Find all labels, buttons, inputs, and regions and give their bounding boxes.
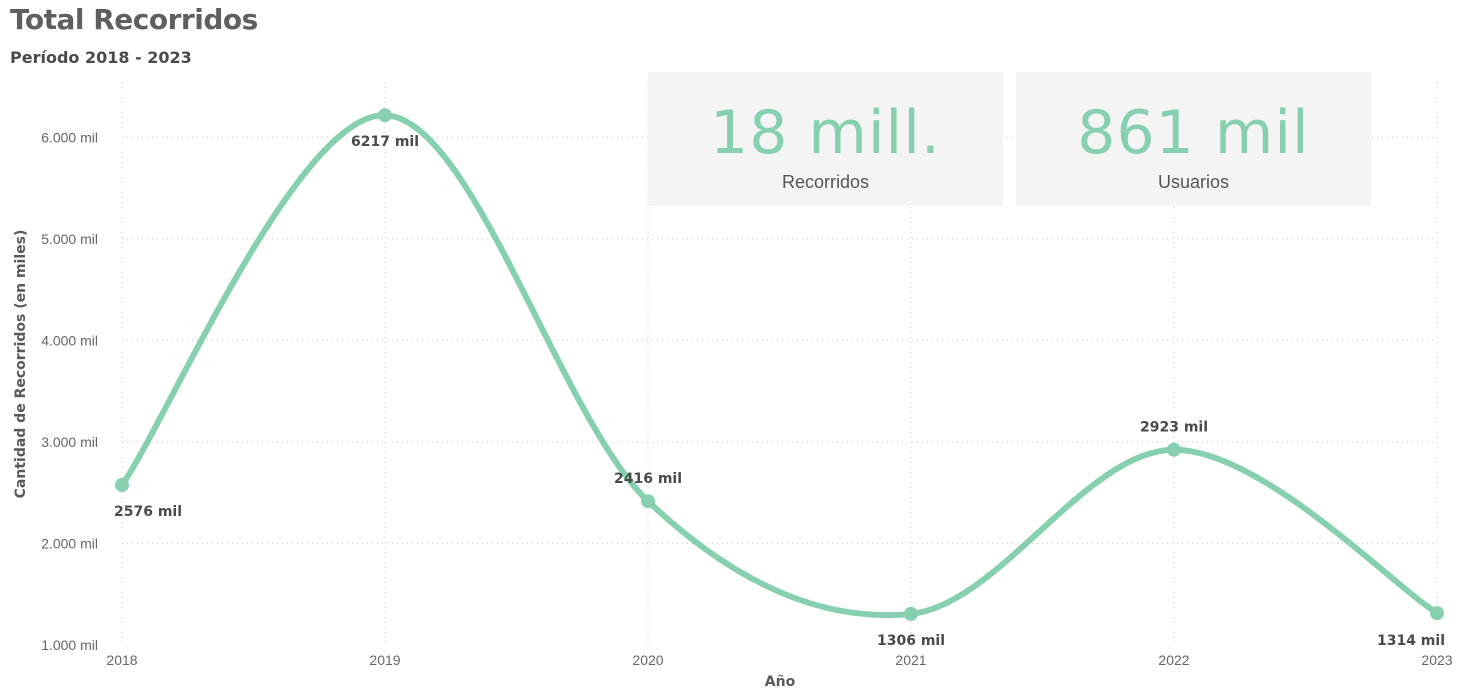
kpi-value-usuarios: 861 mil bbox=[1077, 98, 1310, 168]
y-axis-ticks: 1.000 mil 2.000 mil 3.000 mil 4.000 mil 5.00… bbox=[41, 129, 98, 653]
y-tick-label: 1.000 mil bbox=[41, 637, 98, 653]
x-axis-ticks: 2018 2019 2020 2021 2022 2023 bbox=[106, 652, 1452, 668]
y-axis-title: Cantidad de Recorridos (en miles) bbox=[13, 230, 29, 499]
series-line bbox=[119, 112, 1440, 619]
x-tick-label: 2018 bbox=[106, 652, 137, 668]
kpi-value-recorridos: 18 mill. bbox=[710, 98, 941, 168]
data-label: 2576 mil bbox=[114, 504, 182, 520]
data-point[interactable] bbox=[378, 108, 392, 123]
data-label: 6217 mil bbox=[351, 134, 419, 150]
x-tick-label: 2023 bbox=[1421, 652, 1452, 668]
data-point[interactable] bbox=[904, 606, 918, 621]
data-points bbox=[115, 108, 1444, 621]
data-point[interactable] bbox=[115, 477, 129, 492]
data-point[interactable] bbox=[641, 494, 655, 509]
data-label: 1314 mil bbox=[1377, 633, 1445, 649]
kpi-card-recorridos: 18 mill. Recorridos bbox=[648, 72, 1003, 206]
report-subtitle: Período 2018 - 2023 bbox=[10, 48, 192, 67]
kpi-label-usuarios: Usuarios bbox=[1157, 172, 1230, 192]
report-title: Total Recorridos bbox=[10, 3, 258, 36]
kpi-card-usuarios: 861 mil Usuarios bbox=[1016, 72, 1371, 206]
x-axis-title: Año bbox=[765, 674, 796, 690]
data-point[interactable] bbox=[1430, 606, 1444, 621]
data-labels: 2576 mil 6217 mil 2416 mil 1306 mil 2923 mil… bbox=[114, 134, 1445, 649]
data-label: 1306 mil bbox=[877, 633, 945, 649]
y-tick-label: 6.000 mil bbox=[41, 129, 98, 145]
y-tick-label: 3.000 mil bbox=[41, 434, 98, 450]
x-tick-label: 2019 bbox=[369, 652, 400, 668]
y-tick-label: 2.000 mil bbox=[41, 535, 98, 551]
x-tick-label: 2020 bbox=[632, 652, 663, 668]
kpi-label-recorridos: Recorridos bbox=[781, 172, 870, 192]
y-tick-label: 5.000 mil bbox=[41, 231, 98, 247]
data-label: 2923 mil bbox=[1140, 420, 1208, 436]
x-tick-label: 2021 bbox=[895, 652, 926, 668]
y-tick-label: 4.000 mil bbox=[41, 332, 98, 348]
x-tick-label: 2022 bbox=[1158, 652, 1189, 668]
data-point[interactable] bbox=[1167, 442, 1181, 457]
data-label: 2416 mil bbox=[614, 471, 682, 487]
